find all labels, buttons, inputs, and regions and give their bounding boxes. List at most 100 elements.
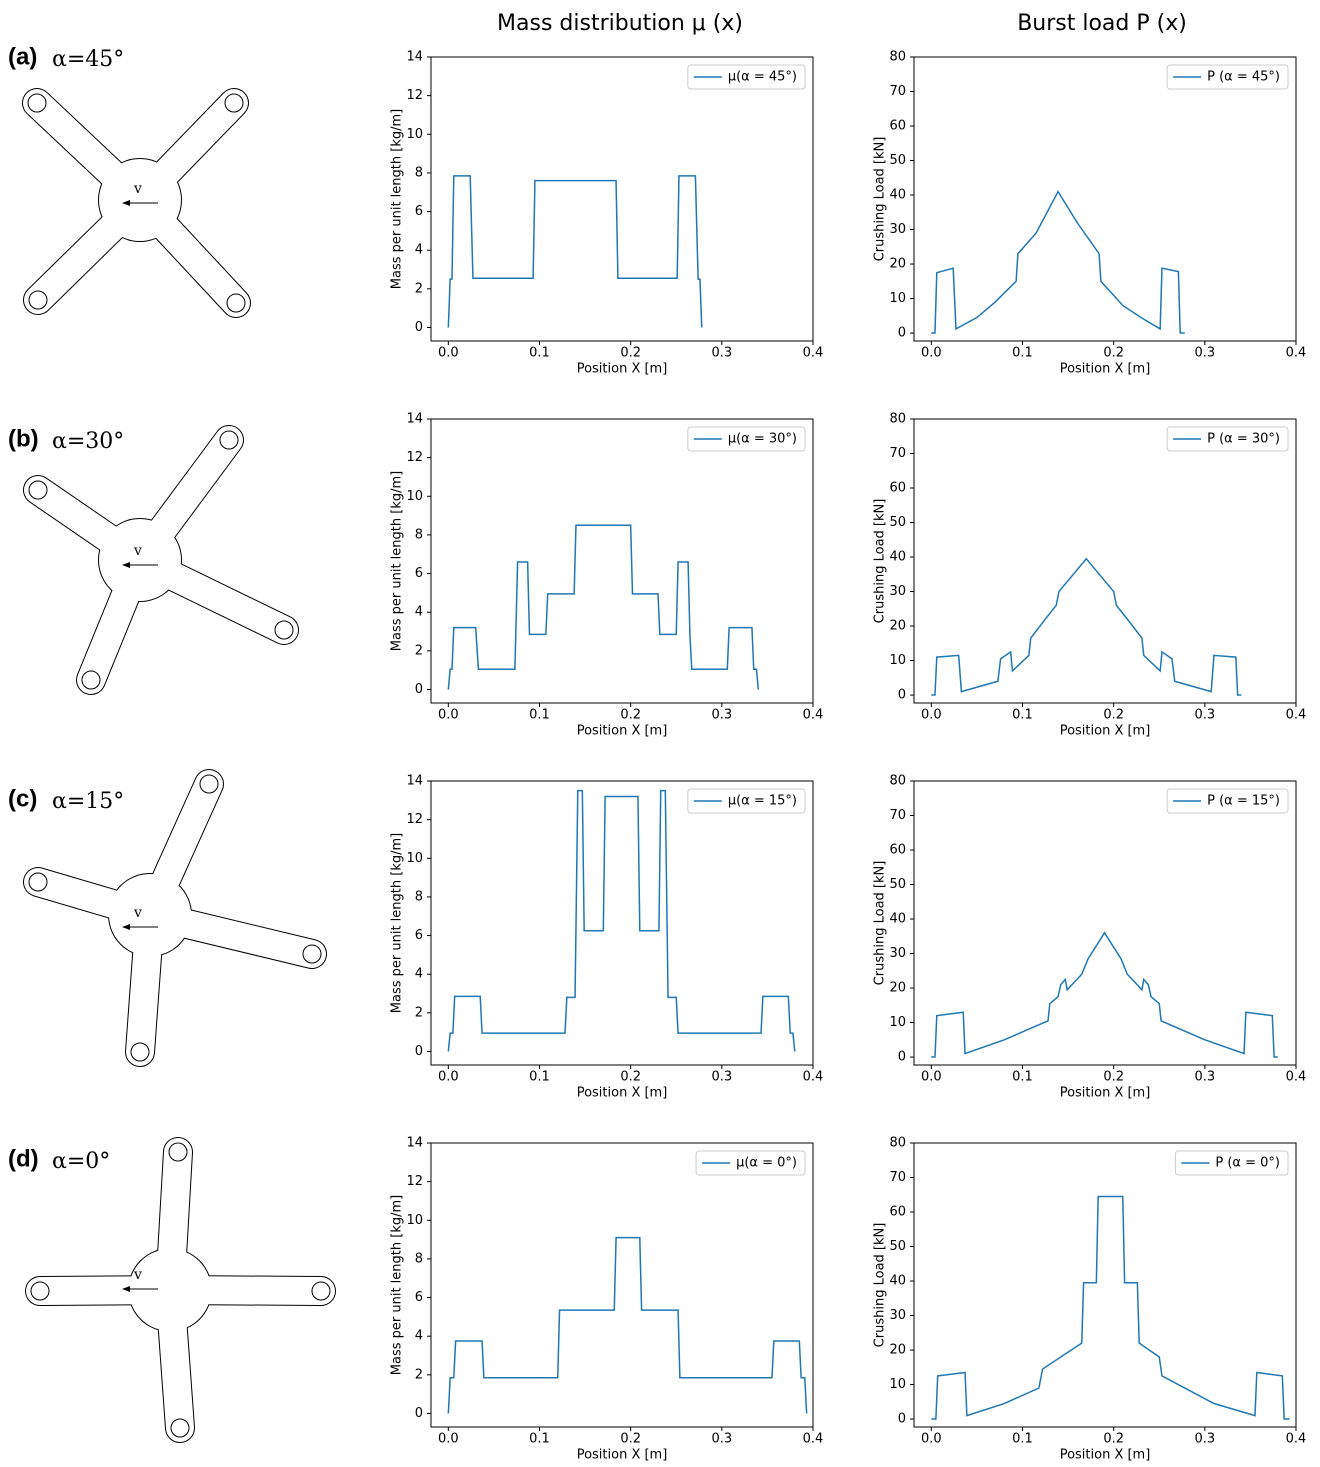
y-tick-label: 50: [889, 515, 906, 530]
y-tick-label: 4: [415, 243, 423, 258]
y-axis-label: Crushing Load [kN]: [873, 1223, 888, 1348]
x-tick-label: 0.1: [1012, 1432, 1033, 1447]
legend-box: [687, 64, 806, 90]
x-tick-label: 0.3: [1194, 708, 1215, 723]
legend-label: μ(α = 15°): [728, 794, 797, 809]
bolt-hole: [199, 774, 219, 794]
axes-frame: [430, 780, 814, 1066]
y-tick-label: 6: [415, 204, 423, 219]
x-tick-label: 0.2: [620, 346, 641, 361]
bolt-hole: [130, 1042, 150, 1062]
legend: μ(α = 45°): [687, 64, 806, 90]
x-tick-label: 0.2: [620, 1070, 641, 1085]
x-tick-label: 0.3: [1194, 346, 1215, 361]
column-header: Burst load P (x): [1017, 11, 1187, 36]
y-tick-label: 8: [415, 165, 423, 180]
y-tick-label: 4: [415, 1329, 423, 1344]
axes-frame: [913, 418, 1297, 704]
body: [99, 159, 181, 241]
data-line: [931, 190, 1185, 334]
y-tick-label: 4: [415, 967, 423, 982]
x-tick-label: 0.0: [921, 1070, 942, 1085]
y-tick-label: 8: [415, 1251, 423, 1266]
data-line: [447, 1236, 808, 1414]
legend-box: [687, 426, 806, 452]
x-tick-label: 0.0: [438, 1070, 459, 1085]
y-tick-label: 20: [889, 1343, 906, 1358]
data-line: [931, 931, 1278, 1058]
angle-label: α=15°: [52, 789, 124, 814]
specimen-drawing: [23, 769, 327, 1067]
y-axis-label: Mass per unit length [kg/m]: [390, 109, 405, 289]
arrow-head: [122, 200, 130, 206]
y-tick-label: 2: [415, 1367, 423, 1382]
y-tick-label: 0: [898, 688, 906, 703]
bolt-hole: [81, 670, 101, 690]
y-tick-label: 10: [406, 127, 423, 142]
y-tick-label: 2: [415, 643, 423, 658]
bolt-hole: [226, 293, 246, 313]
bolt-hole: [311, 1281, 331, 1301]
y-tick-label: 70: [889, 84, 906, 99]
body: [109, 874, 191, 956]
y-tick-label: 10: [889, 291, 906, 306]
y-tick-label: 60: [889, 843, 906, 858]
y-tick-label: 14: [406, 1136, 423, 1151]
bolt-hole: [28, 480, 48, 500]
x-tick-label: 0.1: [529, 346, 550, 361]
x-tick-label: 0.4: [803, 1432, 824, 1447]
y-tick-label: 50: [889, 877, 906, 892]
x-tick-label: 0.0: [921, 346, 942, 361]
y-tick-label: 70: [889, 446, 906, 461]
data-line: [447, 789, 796, 1052]
x-tick-label: 0.0: [438, 1432, 459, 1447]
legend: μ(α = 15°): [687, 788, 806, 814]
x-tick-label: 0.3: [1194, 1070, 1215, 1085]
x-tick-label: 0.0: [438, 346, 459, 361]
bolt-hole: [28, 872, 48, 892]
legend-box: [1166, 788, 1289, 814]
x-axis-label: Position X [m]: [577, 362, 668, 377]
x-tick-label: 0.2: [620, 708, 641, 723]
bolt-hole: [274, 620, 294, 640]
legend-box: [695, 1150, 806, 1176]
angle-label: α=45°: [52, 47, 124, 72]
x-axis-label: Position X [m]: [1060, 362, 1151, 377]
y-tick-label: 0: [898, 1050, 906, 1065]
legend-label: μ(α = 0°): [736, 1156, 797, 1171]
specimen-drawing: [23, 425, 299, 695]
y-axis-label: Mass per unit length [kg/m]: [390, 471, 405, 651]
x-axis-label: Position X [m]: [1060, 1448, 1151, 1463]
y-tick-label: 10: [406, 851, 423, 866]
angle-label: α=30°: [52, 429, 124, 454]
x-axis-label: Position X [m]: [577, 724, 668, 739]
y-tick-label: 80: [889, 50, 906, 65]
y-axis-label: Mass per unit length [kg/m]: [390, 833, 405, 1013]
legend-box: [1166, 64, 1289, 90]
x-tick-label: 0.1: [1012, 1070, 1033, 1085]
x-tick-label: 0.2: [620, 1432, 641, 1447]
y-tick-label: 40: [889, 188, 906, 203]
data-line: [447, 175, 703, 328]
axes-frame: [430, 56, 814, 342]
y-tick-label: 6: [415, 566, 423, 581]
bolt-hole: [30, 1281, 50, 1301]
axes-frame: [430, 1142, 814, 1428]
row-label: (d): [8, 1145, 39, 1172]
row-label: (a): [8, 43, 37, 70]
row-label: (b): [8, 425, 39, 452]
bolt-hole: [219, 430, 239, 450]
y-axis-label: Crushing Load [kN]: [873, 861, 888, 986]
axes-frame: [913, 780, 1297, 1066]
arrow-head: [122, 1286, 130, 1292]
y-tick-label: 80: [889, 774, 906, 789]
velocity-label: v: [133, 1267, 142, 1283]
y-tick-label: 10: [406, 1213, 423, 1228]
legend: P (α = 30°): [1166, 426, 1289, 452]
legend: P (α = 45°): [1166, 64, 1289, 90]
y-tick-label: 10: [889, 1015, 906, 1030]
legend: μ(α = 0°): [695, 1150, 806, 1176]
x-tick-label: 0.1: [529, 1070, 550, 1085]
y-tick-label: 20: [889, 257, 906, 272]
x-tick-label: 0.4: [803, 1070, 824, 1085]
